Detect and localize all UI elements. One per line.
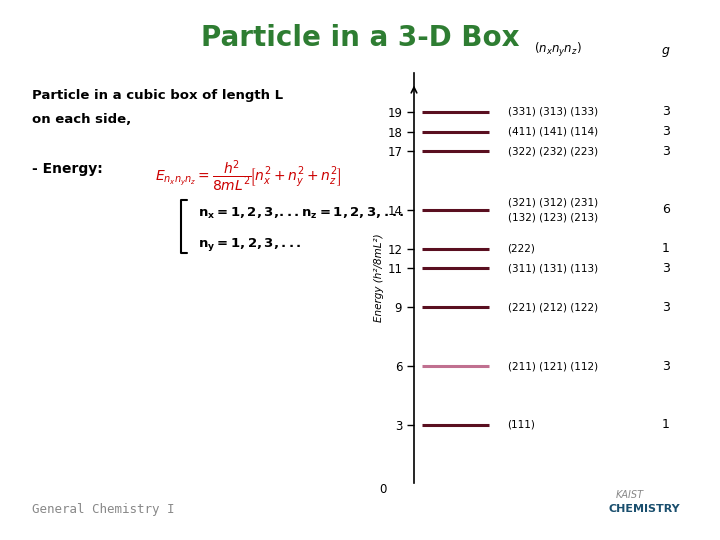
Text: $g$: $g$ [661,45,671,59]
Text: (322) (232) (223): (322) (232) (223) [508,146,598,156]
Text: (221) (212) (122): (221) (212) (122) [508,302,598,313]
Text: 3: 3 [662,360,670,373]
Text: $\mathbf{n_x = 1, 2, 3,\!...n_z = 1, 2, 3,...}$: $\mathbf{n_x = 1, 2, 3,\!...n_z = 1, 2, … [198,206,405,221]
Text: (411) (141) (114): (411) (141) (114) [508,126,598,137]
Text: - Energy:: - Energy: [32,162,103,176]
Text: $\mathbf{n_y = 1, 2, 3,...}$: $\mathbf{n_y = 1, 2, 3,...}$ [198,236,302,253]
Text: $\mathit{E}_{n_xn_yn_z} = \dfrac{h^2}{8mL^2}\!\left[n_x^2 + n_y^2 + n_z^2\right]: $\mathit{E}_{n_xn_yn_z} = \dfrac{h^2}{8m… [155,159,341,194]
Text: $(n_xn_yn_z)$: $(n_xn_yn_z)$ [534,42,582,59]
Text: 6: 6 [662,203,670,216]
Text: 1: 1 [662,418,670,431]
Text: General Chemistry I: General Chemistry I [32,503,175,516]
Y-axis label: Energy (h²/8mL²): Energy (h²/8mL²) [374,234,384,322]
Text: (111): (111) [508,420,536,430]
Text: (222): (222) [508,244,536,254]
Text: 1: 1 [662,242,670,255]
Text: on each side,: on each side, [32,113,132,126]
Text: (211) (121) (112): (211) (121) (112) [508,361,598,371]
Text: 3: 3 [662,125,670,138]
Text: KAIST: KAIST [616,489,644,500]
Text: 3: 3 [662,301,670,314]
Text: 3: 3 [662,262,670,275]
Text: Particle in a 3-D Box: Particle in a 3-D Box [201,24,519,52]
Text: 3: 3 [662,145,670,158]
Text: 3: 3 [662,105,670,118]
Text: (311) (131) (113): (311) (131) (113) [508,264,598,273]
Text: (321) (312) (231): (321) (312) (231) [508,197,598,207]
Text: 0: 0 [379,483,386,496]
Text: Particle in a cubic box of length L: Particle in a cubic box of length L [32,89,284,102]
Text: (132) (123) (213): (132) (123) (213) [508,212,598,222]
Text: CHEMISTRY: CHEMISTRY [608,504,680,514]
Text: (331) (313) (133): (331) (313) (133) [508,107,598,117]
